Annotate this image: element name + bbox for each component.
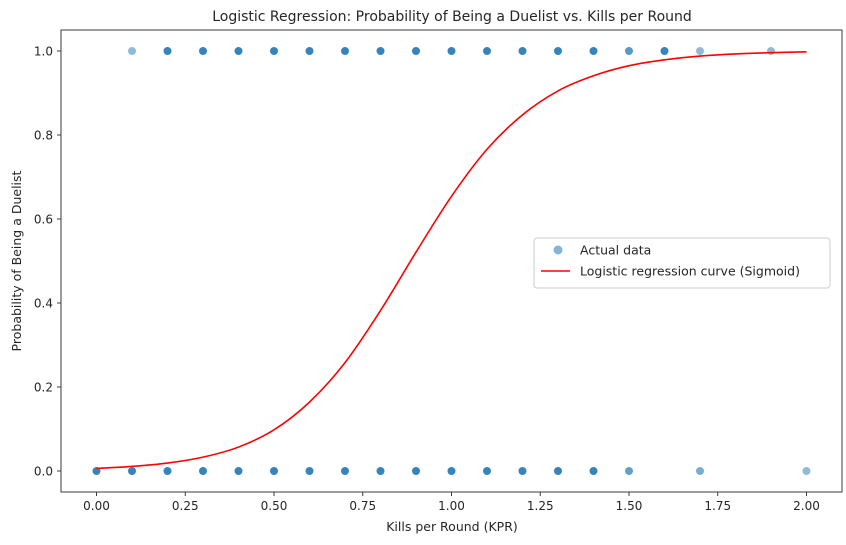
data-point [411, 466, 421, 476]
y-tick-label: 0.4 [34, 297, 53, 311]
legend-box [533, 237, 831, 289]
data-point [482, 46, 492, 56]
data-point [269, 46, 279, 56]
data-point [553, 466, 563, 476]
data-point [695, 466, 705, 476]
y-tick-label: 0.6 [34, 213, 53, 227]
sigmoid-curve [96, 51, 807, 470]
data-point [553, 46, 563, 56]
x-tick-label: 1.75 [704, 499, 731, 513]
data-point [233, 46, 244, 56]
y-tick-label: 0.2 [34, 381, 53, 395]
data-point [588, 466, 599, 476]
x-tick-label: 0.00 [83, 499, 110, 513]
data-point [127, 466, 137, 476]
data-point [375, 466, 386, 476]
data-point [269, 466, 279, 476]
x-tick-label: 0.75 [349, 499, 376, 513]
scatter-points [91, 46, 812, 476]
data-point [304, 466, 315, 476]
x-axis-ticks: 0.00 0.25 0.50 0.75 1.00 1.25 1.50 1.75 2.00 [83, 492, 820, 513]
data-point [162, 466, 173, 476]
data-point [517, 466, 528, 476]
sigmoid-curve-layer [96, 51, 807, 470]
data-point [340, 46, 350, 56]
data-point [695, 46, 705, 56]
data-point [304, 46, 315, 56]
x-tick-label: 1.25 [527, 499, 554, 513]
data-point [198, 46, 208, 56]
y-axis-label: Probability of Being a Duelist [9, 170, 24, 351]
data-point [588, 46, 599, 56]
data-point [411, 46, 421, 56]
y-tick-label: 1.0 [34, 45, 53, 59]
x-tick-label: 2.00 [793, 499, 820, 513]
x-axis-label: Kills per Round (KPR) [386, 519, 518, 534]
data-point [659, 46, 670, 56]
legend-label-actual-data: Actual data [580, 243, 651, 258]
y-tick-label: 0.8 [34, 129, 53, 143]
data-point [801, 466, 812, 476]
y-tick-label: 0.0 [34, 465, 53, 479]
data-point [482, 466, 492, 476]
data-point [624, 466, 634, 476]
data-point [233, 466, 244, 476]
chart-title: Logistic Regression: Probability of Bein… [212, 9, 692, 25]
x-tick-label: 1.50 [616, 499, 643, 513]
y-axis-ticks: 0.0 0.2 0.4 0.6 0.8 1.0 [34, 45, 61, 479]
data-point [446, 466, 457, 476]
data-point [375, 46, 386, 56]
data-point [624, 46, 634, 56]
legend-marker-actual-data [553, 245, 563, 255]
legend-label-sigmoid: Logistic regression curve (Sigmoid) [580, 264, 800, 279]
data-point [198, 466, 208, 476]
legend: Actual data Logistic regression curve (S… [533, 237, 831, 289]
data-point [162, 46, 173, 56]
x-tick-label: 0.50 [261, 499, 288, 513]
data-point [446, 46, 457, 56]
data-point [340, 466, 350, 476]
x-tick-label: 1.00 [438, 499, 465, 513]
data-point [766, 46, 776, 56]
x-tick-label: 0.25 [172, 499, 199, 513]
data-point [127, 46, 137, 56]
data-point [517, 46, 528, 56]
